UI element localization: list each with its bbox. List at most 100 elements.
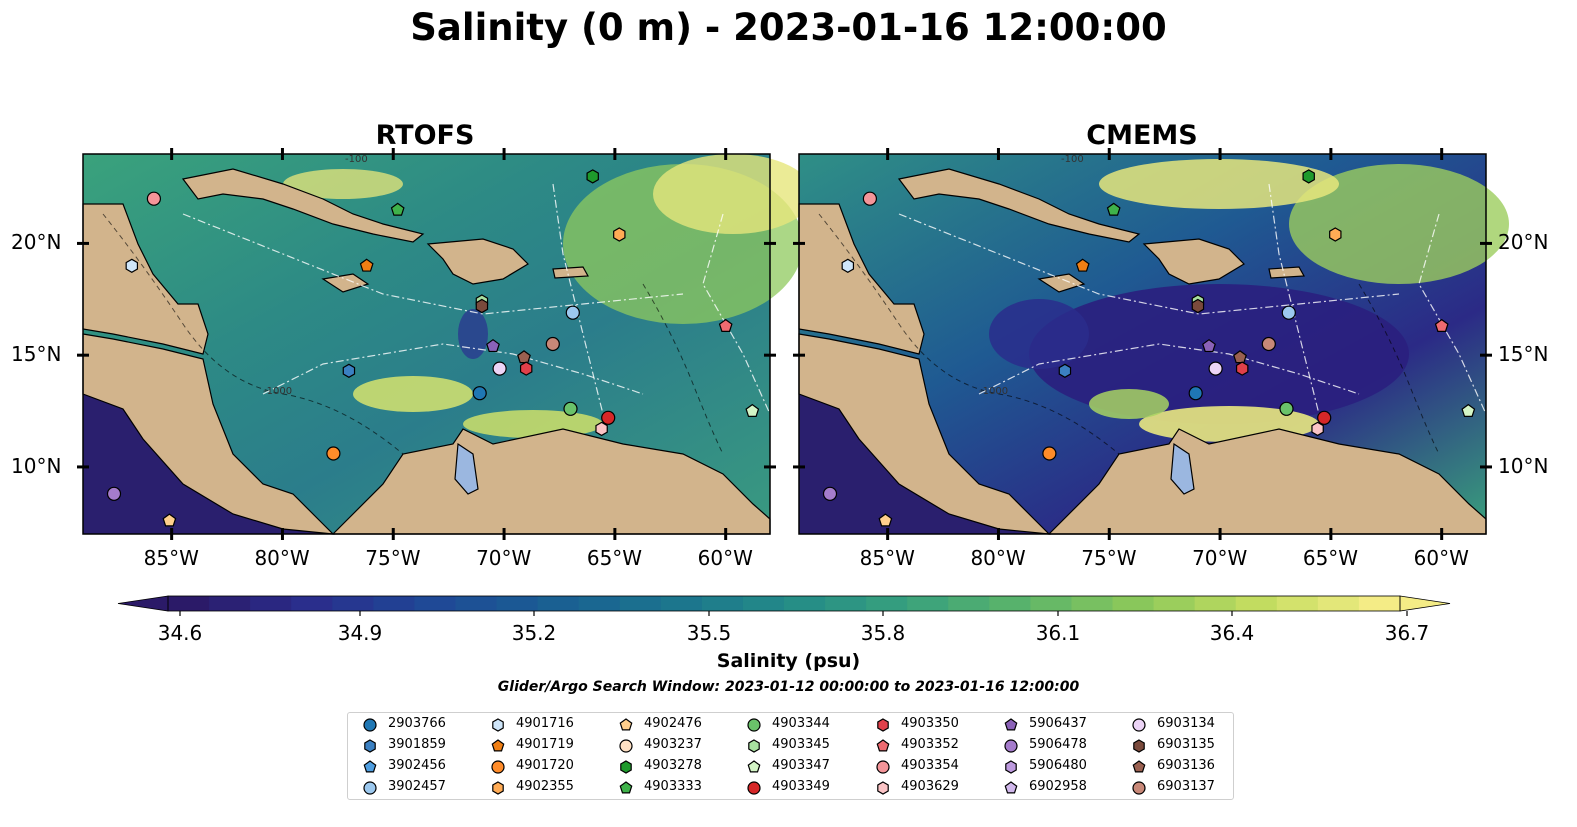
lat-tick-label: 15°N [1498,342,1549,367]
contour-label: -100 [1061,154,1084,165]
float-marker-4901719 [359,258,374,272]
float-marker-4902476 [162,513,177,527]
lon-tick-label: 65°W [1302,546,1359,570]
legend-label: 4903349 [772,779,830,794]
pacific-low-salinity [83,394,333,534]
legend-label: 4903237 [644,737,702,752]
pentagon-marker-icon [619,781,633,794]
legend-label: 4903345 [772,737,830,752]
float-marker-6903137 [545,336,560,352]
pentagon-marker-icon [491,739,505,752]
colorbar-tick-label: 36.1 [1036,621,1081,645]
central-america-land [82,333,335,535]
circle-marker-icon [1004,739,1018,753]
contour-label: -1000 [263,386,292,397]
float-marker-4901716 [841,258,855,273]
hexagon-marker-icon [492,718,504,732]
colorbar-segment [209,596,251,611]
lon-tick-label: 80°W [254,546,310,570]
lon-tick-label: 85°W [143,546,199,570]
pentagon-marker-icon [1004,718,1018,731]
float-marker-3902457 [565,305,580,320]
lon-tick-label: 60°W [697,546,753,570]
float-marker-4901720 [326,446,341,461]
legend-label: 4903350 [901,716,959,731]
hexagon-marker-icon [364,739,376,753]
hexagon-marker-icon [620,760,632,774]
colorbar-segment [537,596,580,611]
high-salinity-tongue [353,376,473,412]
colorbar-extend-high [1399,595,1451,612]
legend-label: 4903629 [901,779,959,794]
cmems-salinity-map: -100 -1000 [793,148,1509,540]
float-markers [822,169,1476,527]
float-marker-4903344 [563,401,578,416]
legend-label: 3901859 [388,737,446,752]
depth-contour [642,283,724,455]
circle-marker-icon [747,781,761,795]
lon-tick-label: 85°W [859,546,915,570]
circle-marker-icon [363,718,377,732]
float-marker-3901859 [1058,363,1072,378]
float-marker-6903134 [492,361,507,376]
colorbar-segment [948,596,990,611]
colorbar-segment [455,596,498,611]
eez-boundary [1268,183,1320,415]
float-marker-4903333 [390,202,405,216]
low-salinity-eddy [458,309,488,359]
lon-tick-label: 60°W [1413,546,1469,570]
float-marker-4903354 [146,191,162,206]
float-marker-5906437 [486,338,500,353]
eez-boundary [552,183,604,415]
legend-label: 6903137 [1157,779,1215,794]
float-marker-5906478 [822,486,838,501]
float-marker-4903352 [718,318,733,332]
legend-label: 4903278 [644,758,702,773]
colorbar-segment [1112,596,1155,611]
lat-tick-label: 10°N [11,453,62,478]
colorbar-segment [291,596,333,611]
cuba-land [181,168,425,243]
legend-label: 5906437 [1029,716,1087,731]
colorbar-label: Salinity (psu) [716,650,861,672]
float-marker-5906478 [106,486,122,501]
high-salinity-region [283,169,403,199]
lake-maracaibo [1170,442,1195,495]
hispaniola-land [426,238,529,285]
puerto-rico-land [1268,266,1305,279]
eez-boundary [182,213,684,315]
colorbar-segment [742,596,785,611]
legend-label: 6903136 [1157,758,1215,773]
legend-label: 4901720 [516,758,574,773]
colorbar-segment [1276,596,1319,611]
legend-label: 4903347 [772,758,830,773]
float-marker-4903278 [586,169,599,184]
float-marker-4903350 [1235,361,1249,376]
colorbar-tick-label: 35.8 [861,621,906,645]
float-marker-6903136 [1233,350,1247,364]
float-marker-4903344 [1279,401,1294,416]
colorbar-segment [1071,596,1114,611]
colorbar-segment [866,596,908,611]
float-markers [106,169,760,527]
high-salinity-region [1099,159,1339,209]
colorbar-segment [332,596,374,611]
float-marker-6903134 [1208,361,1223,376]
depth-contour [102,213,404,455]
float-marker-4902355 [1329,227,1342,242]
colorbar-segment [701,596,744,611]
pentagon-marker-icon [619,718,633,731]
search-window-note: Glider/Argo Search Window: 2023-01-12 00… [497,679,1080,695]
lon-tick-label: 75°W [1081,546,1137,570]
float-marker-4903347 [745,403,760,417]
pentagon-marker-icon [363,760,377,773]
float-marker-4903349 [1317,410,1332,425]
float-legend: 2903766 3901859 3902456 3902457 4901716 49017… [347,712,1234,800]
legend-label: 4903352 [901,737,959,752]
circle-marker-icon [619,739,633,753]
float-marker-4903352 [1434,318,1449,332]
float-marker-5906437 [1202,338,1216,353]
depth-contour [1358,283,1440,455]
legend-label: 6903135 [1157,737,1215,752]
depth-contour [818,213,1120,455]
